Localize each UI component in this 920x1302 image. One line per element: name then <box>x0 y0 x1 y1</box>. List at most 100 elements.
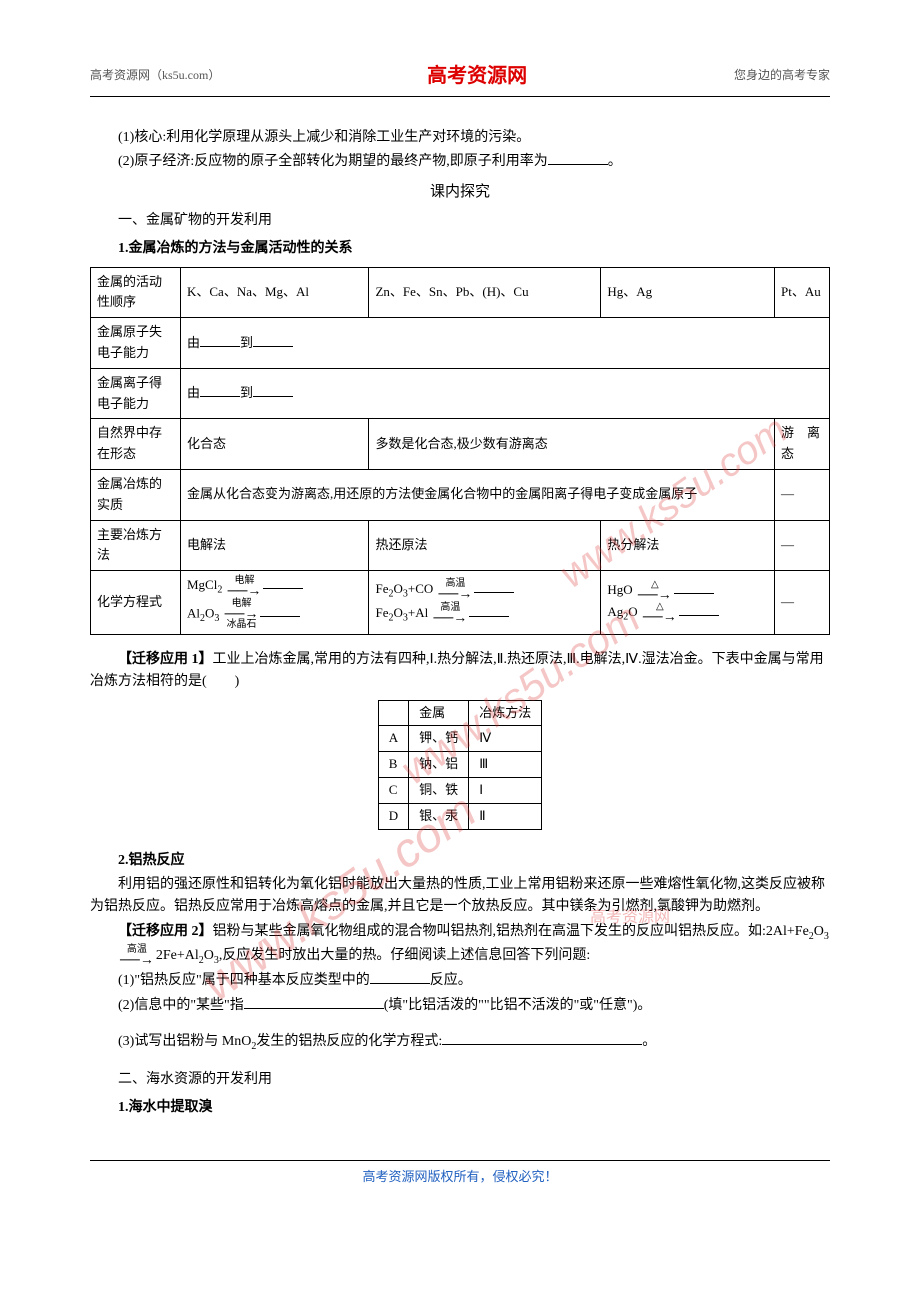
transfer1-para: 【迁移应用 1】工业上冶炼金属,常用的方法有四种,Ⅰ.热分解法,Ⅱ.热还原法,Ⅲ… <box>90 649 830 694</box>
transfer2-text-tail: ,反应发生时放出大量的热。仔细阅读上述信息回答下列问题: <box>219 948 590 963</box>
arrow-icon: ──→ <box>433 613 467 624</box>
metallurgy-table: 金属的活动性顺序 K、Ca、Na、Mg、Al Zn、Fe、Sn、Pb、(H)、C… <box>90 267 830 635</box>
blank-fill <box>200 384 240 397</box>
table-cell: 金属的活动性顺序 <box>91 267 181 318</box>
transfer1-label: 【迁移应用 1】 <box>118 652 213 667</box>
table-cell: K、Ca、Na、Mg、Al <box>181 267 369 318</box>
table-cell: 冶炼方法 <box>469 700 542 726</box>
table-row: 金属的活动性顺序 K、Ca、Na、Mg、Al Zn、Fe、Sn、Pb、(H)、C… <box>91 267 830 318</box>
table-cell: 钾、钙 <box>409 726 469 752</box>
section3-sub1: 1.海水中提取溴 <box>90 1097 830 1119</box>
blank-fill <box>253 384 293 397</box>
q1: (1)"铝热反应"属于四种基本反应类型中的 反应。 <box>90 970 830 992</box>
table-cell: 金属冶炼的实质 <box>91 469 181 520</box>
table-cell: B <box>378 752 408 778</box>
reaction-arrow: 高温──→ <box>92 945 154 966</box>
table-cell: 自然界中存在形态 <box>91 419 181 470</box>
arrow-condition: 冰晶石 <box>225 620 259 630</box>
section1-heading: 一、金属矿物的开发利用 <box>90 210 830 232</box>
header-left: 高考资源网（ks5u.com） <box>90 66 220 85</box>
q2-pre: (2)信息中的"某些"指 <box>118 998 244 1013</box>
table-cell: 由到 <box>181 368 830 419</box>
table-cell: 金属 <box>409 700 469 726</box>
reaction-arrow: 高温──→ <box>439 579 473 600</box>
eq-text: O <box>393 605 402 620</box>
blank-fill <box>679 603 719 616</box>
table-cell: 化学方程式 <box>91 571 181 635</box>
eq-sub: 2 <box>217 585 222 596</box>
q3-suf: 。 <box>642 1034 656 1049</box>
q2-suf: (填"比铝活泼的""比铝不活泼的"或"任意")。 <box>384 998 652 1013</box>
eq-sub: 3 <box>824 931 829 942</box>
table-cell: C <box>378 778 408 804</box>
blank-fill <box>474 580 514 593</box>
arrow-icon: ──→ <box>439 589 473 600</box>
reaction-arrow: △──→ <box>643 602 677 623</box>
table-cell: 金属离子得电子能力 <box>91 368 181 419</box>
page-header: 高考资源网（ks5u.com） 高考资源网 您身边的高考专家 <box>90 60 830 97</box>
table-cell: 金属从化合态变为游离态,用还原的方法使金属化合物中的金属阳离子得电子变成金属原子 <box>181 469 775 520</box>
table-cell: 电解法 <box>181 520 369 571</box>
transfer2-text-a: 铝粉与某些金属氧化物组成的混合物叫铝热剂,铝热剂在高温下发生的反应叫铝热反应。如… <box>213 924 809 939</box>
intro-line2-suffix: 。 <box>608 154 622 169</box>
eq-text: Al <box>187 605 200 620</box>
section2-sub: 2.铝热反应 <box>90 850 830 872</box>
table-cell: Ⅲ <box>469 752 542 778</box>
table-row: 金属 冶炼方法 <box>378 700 541 726</box>
transfer1-options-table: 金属 冶炼方法 A 钾、钙 Ⅳ B 钠、铝 Ⅲ C 铜、铁 Ⅰ D 银、汞 Ⅱ <box>378 700 542 830</box>
document-body: (1)核心:利用化学原理从源头上减少和消除工业生产对环境的污染。 (2)原子经济… <box>90 127 830 1120</box>
table-cell: Hg、Ag <box>601 267 775 318</box>
eq-text: HgO <box>607 582 632 597</box>
table-cell-equations: Fe2O3+CO 高温──→ Fe2O3+Al 高温──→ <box>369 571 601 635</box>
table-cell: Zn、Fe、Sn、Pb、(H)、Cu <box>369 267 601 318</box>
table-row: A 钾、钙 Ⅳ <box>378 726 541 752</box>
table-cell: 钠、铝 <box>409 752 469 778</box>
table-row: 主要冶炼方法 电解法 热还原法 热分解法 — <box>91 520 830 571</box>
blank-fill <box>442 1031 642 1045</box>
section3-heading: 二、海水资源的开发利用 <box>90 1069 830 1091</box>
eq-text: +CO <box>408 581 433 596</box>
eq-sub: 3 <box>214 613 219 624</box>
table-row: D 银、汞 Ⅱ <box>378 803 541 829</box>
table-cell: 铜、铁 <box>409 778 469 804</box>
table-cell <box>378 700 408 726</box>
eq-text: Fe <box>375 605 388 620</box>
page-footer: 高考资源网版权所有，侵权必究！ <box>90 1160 830 1188</box>
table-cell: 由到 <box>181 318 830 369</box>
q3: (3)试写出铝粉与 MnO2发生的铝热反应的化学方程式:。 <box>90 1031 830 1055</box>
table-row: 金属原子失电子能力 由到 <box>91 318 830 369</box>
table-row: B 钠、铝 Ⅲ <box>378 752 541 778</box>
reaction-arrow: 电解──→冰晶石 <box>225 599 259 630</box>
header-center: 高考资源网 <box>427 60 527 92</box>
table-row: C 铜、铁 Ⅰ <box>378 778 541 804</box>
blank-fill <box>469 604 509 617</box>
table-cell: 化合态 <box>181 419 369 470</box>
blank-fill <box>200 334 240 347</box>
table-cell: 多数是化合态,极少数有游离态 <box>369 419 775 470</box>
table-cell: Pt、Au <box>775 267 830 318</box>
q2: (2)信息中的"某些"指 (填"比铝活泼的""比铝不活泼的"或"任意")。 <box>90 995 830 1017</box>
reaction-arrow: 电解──→ <box>228 576 262 597</box>
q1-suf: 反应。 <box>430 973 472 988</box>
reaction-arrow: 高温──→ <box>433 603 467 624</box>
header-right: 您身边的高考专家 <box>734 66 830 85</box>
thermite-para: 利用铝的强还原性和铝转化为氧化铝时能放出大量热的性质,工业上常用铝粉来还原一些难… <box>90 874 830 919</box>
table-row: 金属离子得电子能力 由到 <box>91 368 830 419</box>
table-cell: 游 离态 <box>775 419 830 470</box>
q3-pre: (3)试写出铝粉与 MnO <box>118 1034 251 1049</box>
blank-fill <box>674 581 714 594</box>
section1-sub1: 1.金属冶炼的方法与金属活动性的关系 <box>90 238 830 260</box>
table-cell: Ⅱ <box>469 803 542 829</box>
reaction-arrow: △──→ <box>638 580 672 601</box>
table-cell: 银、汞 <box>409 803 469 829</box>
table-cell-equations: MgCl2 电解──→ Al2O3 电解──→冰晶石 <box>181 571 369 635</box>
arrow-icon: ──→ <box>92 955 154 966</box>
intro-line1: (1)核心:利用化学原理从源头上减少和消除工业生产对环境的污染。 <box>90 127 830 149</box>
q1-pre: (1)"铝热反应"属于四种基本反应类型中的 <box>118 973 370 988</box>
table-cell: D <box>378 803 408 829</box>
table-cell: — <box>775 571 830 635</box>
table-row: 自然界中存在形态 化合态 多数是化合态,极少数有游离态 游 离态 <box>91 419 830 470</box>
table-cell: 金属原子失电子能力 <box>91 318 181 369</box>
inclass-title: 课内探究 <box>90 180 830 204</box>
intro-line2-prefix: (2)原子经济:反应物的原子全部转化为期望的最终产物,即原子利用率为 <box>118 154 548 169</box>
